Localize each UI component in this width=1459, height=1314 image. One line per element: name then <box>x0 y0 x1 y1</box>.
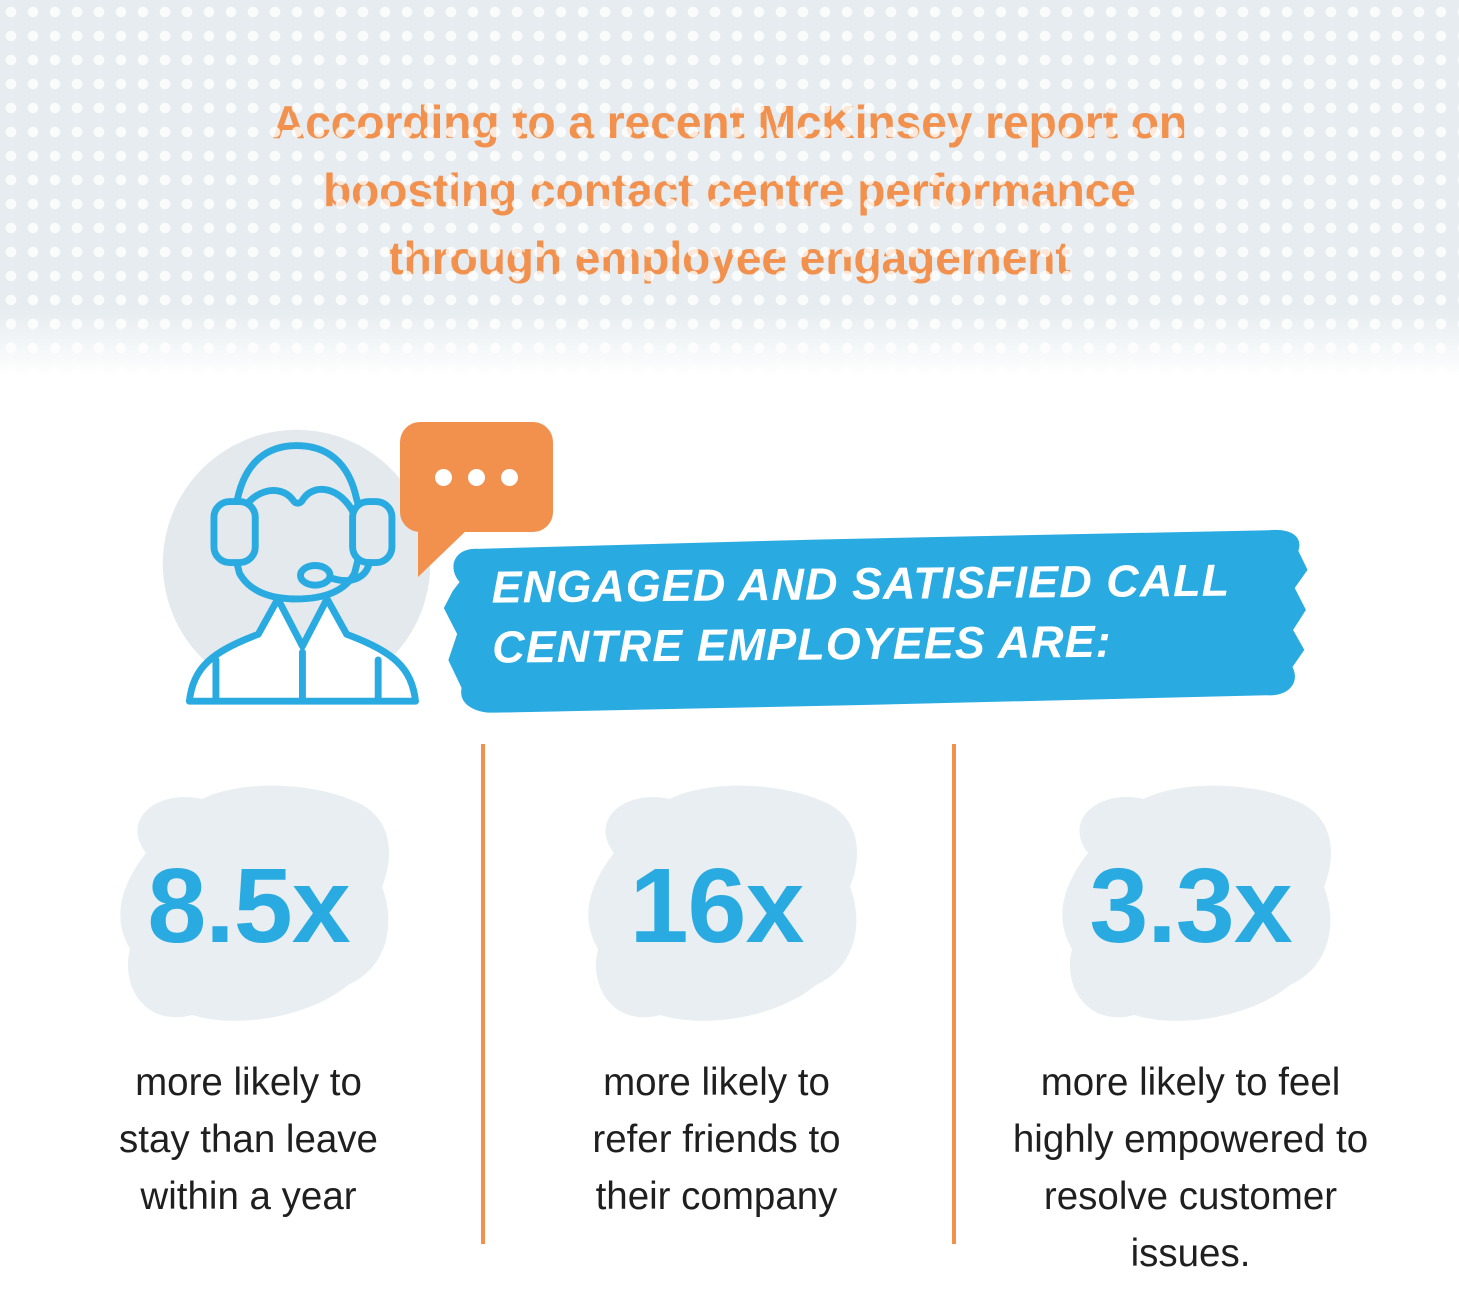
stat-column-empowerment: 3.3x more likely to feel highly empowere… <box>956 744 1459 1314</box>
stat-column-referral: 16x more likely to refer friends to thei… <box>485 744 952 1314</box>
divider-line <box>481 744 485 1244</box>
header-section: According to a recent McKinsey report on… <box>0 0 1459 393</box>
stat-description: more likely to stay than leave within a … <box>119 1061 378 1218</box>
chat-bubble-icon <box>400 422 553 577</box>
brush-blob-background <box>587 785 857 1021</box>
stat-value: 16x <box>629 847 805 965</box>
stat-description: more likely to refer friends to their co… <box>592 1061 841 1218</box>
stats-section: 8.5x more likely to stay than leave with… <box>0 744 1459 1314</box>
brush-blob-background <box>1061 785 1331 1021</box>
ellipsis-dot <box>501 468 518 486</box>
headline: According to a recent McKinsey report on… <box>271 96 1188 284</box>
divider-line <box>952 744 956 1244</box>
stat-value: 8.5x <box>147 847 350 965</box>
brush-stroke-background <box>443 529 1308 713</box>
banner-text: ENGAGED AND SATISFIED CALL CENTRE EMPLOY… <box>491 554 1231 673</box>
stat-value: 3.3x <box>1089 847 1292 965</box>
ellipsis-dot <box>435 468 452 486</box>
stat-description: more likely to feel highly empowered to … <box>1012 1061 1369 1275</box>
support-agent-icon <box>162 429 431 705</box>
header-torn-edge <box>0 308 1459 393</box>
brush-blob-background <box>119 785 389 1021</box>
ellipsis-dot <box>468 468 485 486</box>
banner: ENGAGED AND SATISFIED CALL CENTRE EMPLOY… <box>435 528 1315 713</box>
stat-column-retention: 8.5x more likely to stay than leave with… <box>0 744 481 1314</box>
